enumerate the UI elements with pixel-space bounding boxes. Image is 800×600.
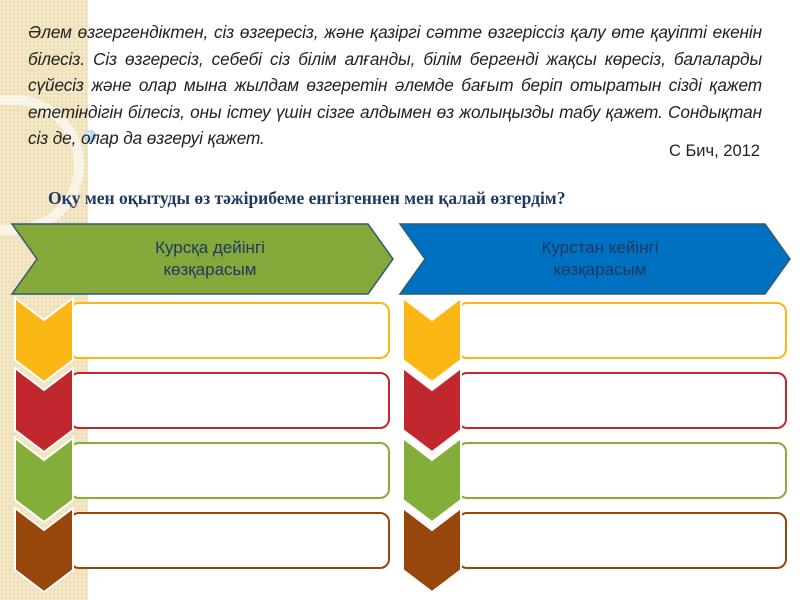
row-box — [457, 442, 787, 499]
down-chevron-arrow — [402, 435, 462, 524]
row-box — [69, 512, 390, 569]
down-chevron-arrow — [402, 365, 462, 454]
row-box — [457, 372, 787, 429]
row-box — [457, 512, 787, 569]
down-chevron-arrow — [14, 295, 74, 384]
header-chevron — [10, 223, 394, 295]
down-chevron-arrow — [14, 435, 74, 524]
header-line: көзқарасым — [163, 260, 257, 279]
quote-text: Әлем өзгергендіктен, сіз өзгересіз, және… — [28, 22, 762, 148]
down-chevron-arrow — [402, 295, 462, 384]
header-chevron — [398, 223, 791, 295]
row-box — [69, 442, 390, 499]
header-line: көзқарасым — [553, 260, 647, 279]
quote-author: С Бич, 2012 — [668, 142, 760, 160]
column-header-before: Курсқа дейінгі көзқарасым — [60, 237, 360, 281]
column-header-after: Курстан кейінгі көзқарасым — [450, 237, 750, 281]
decorative-bubble — [84, 130, 96, 142]
question-heading: Оқу мен оқытуды өз тәжірибеме енгізгенне… — [48, 188, 566, 208]
header-line: Курсқа дейінгі — [155, 238, 265, 257]
down-chevron-arrow — [14, 505, 74, 594]
row-box — [69, 302, 390, 359]
down-chevron-arrow — [14, 365, 74, 454]
row-box — [69, 372, 390, 429]
header-line: Курстан кейінгі — [541, 238, 659, 257]
down-chevron-arrow — [402, 505, 462, 594]
row-box — [457, 302, 787, 359]
